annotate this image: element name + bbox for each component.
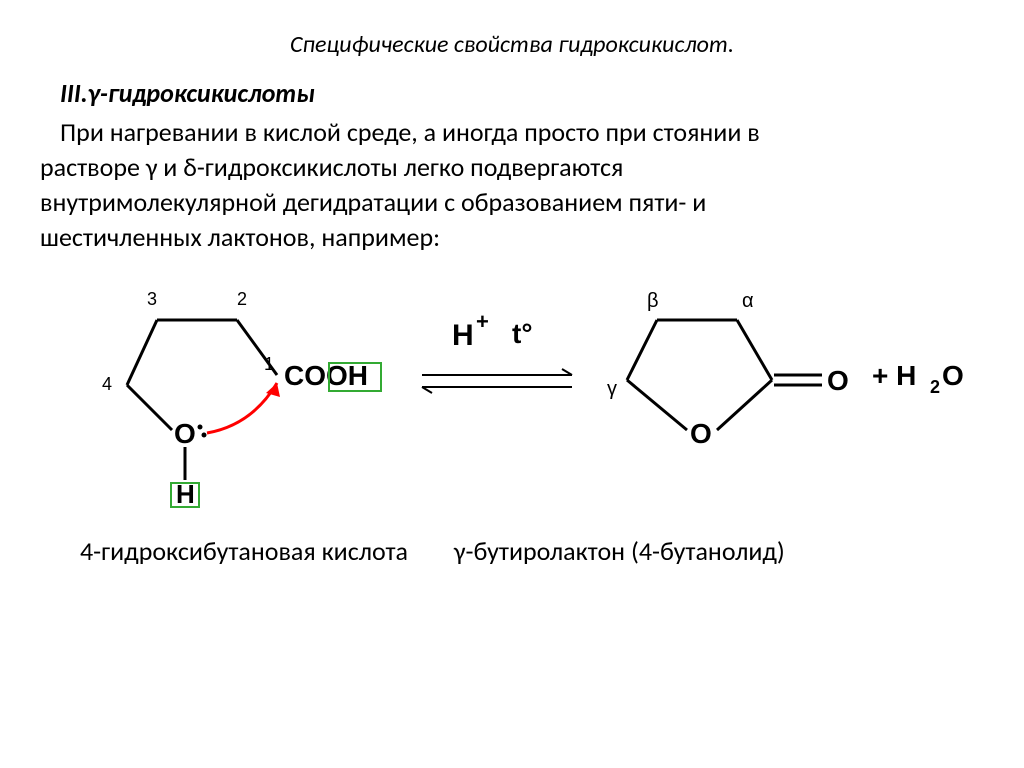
body-line-4: шестичленных лактонов, например:: [40, 221, 440, 253]
catalyst-H: H: [452, 319, 474, 352]
body-line-3: внутримолекулярной дегидратации с образо…: [40, 186, 706, 218]
ring-oxygen: O: [690, 418, 712, 449]
label-c2: 2: [237, 289, 247, 309]
body-line-1: При нагревании в кислой среде, а иногда …: [40, 116, 760, 148]
label-c4: 4: [102, 374, 112, 394]
catalyst-charge: +: [476, 309, 489, 334]
temperature: t°: [512, 318, 533, 349]
svg-text:H: H: [452, 319, 474, 352]
label-c3: 3: [147, 289, 157, 309]
label-gamma: γ: [607, 378, 617, 400]
reaction-conditions: H + t°: [422, 309, 572, 393]
water-sub-2: 2: [930, 377, 940, 397]
caption-right: γ-бутиролактон (4-бутанолид): [454, 535, 785, 567]
left-molecule: 3 2 1 4 COOH O: [102, 289, 381, 509]
reaction-diagram: 3 2 1 4 COOH O: [40, 275, 984, 525]
hydroxyl-O: O: [174, 418, 196, 449]
label-alpha: α: [742, 290, 754, 312]
cooh-group: COOH: [284, 360, 368, 391]
body-line-2: растворе γ и δ-гидроксикислоты легко под…: [40, 151, 623, 183]
right-molecule: O O β α γ: [607, 290, 849, 449]
mechanism-arrow-icon: [207, 383, 277, 433]
byproduct-water: + H: [872, 360, 916, 391]
body-paragraph: При нагревании в кислой среде, а иногда …: [40, 115, 984, 255]
caption-left: 4-гидроксибутановая кислота: [80, 535, 408, 567]
carbonyl-oxygen: O: [827, 365, 849, 396]
slide-title: Специфические свойства гидроксикислот.: [40, 30, 984, 59]
label-beta: β: [647, 290, 659, 312]
section-heading: III.γ-гидроксикислоты: [40, 77, 984, 109]
water-O: O: [942, 360, 964, 391]
